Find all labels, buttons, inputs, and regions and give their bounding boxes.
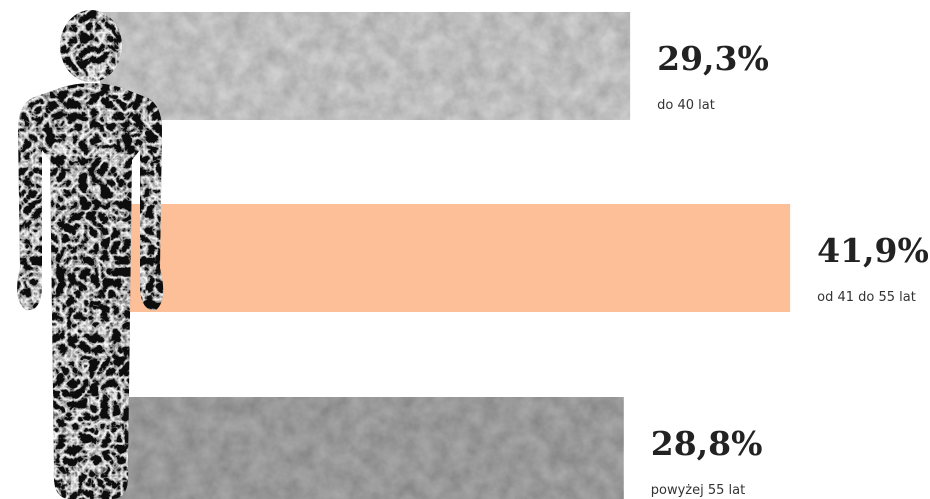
bar bbox=[100, 12, 631, 120]
human-figure bbox=[17, 10, 164, 499]
category-label: od 41 do 55 lat bbox=[817, 290, 916, 305]
value-label: 29,3% bbox=[657, 39, 769, 78]
value-label: 28,8% bbox=[651, 424, 763, 463]
category-label: powyżej 55 lat bbox=[651, 483, 745, 498]
bar bbox=[100, 397, 624, 499]
value-label: 41,9% bbox=[817, 231, 929, 270]
bars bbox=[100, 12, 791, 499]
category-label: do 40 lat bbox=[657, 98, 715, 113]
bar bbox=[100, 204, 791, 312]
